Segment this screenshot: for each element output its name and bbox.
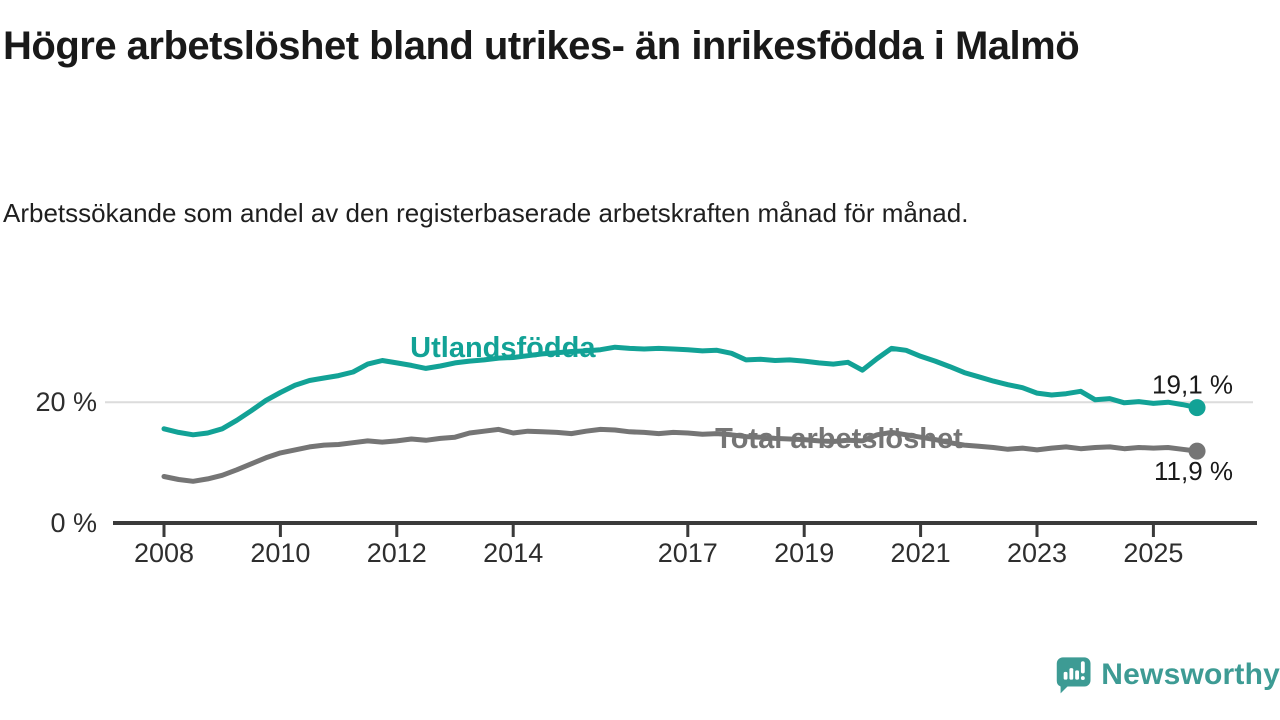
brand-name: Newsworthy: [1101, 658, 1280, 691]
series-end-dot-total: [1188, 442, 1206, 460]
x-axis-label-2008: 2008: [134, 538, 194, 568]
series-end-dot-utlandsfodda: [1188, 399, 1206, 417]
x-axis-label-2021: 2021: [891, 538, 951, 568]
series-label-utlandsfodda: Utlandsfödda: [410, 332, 596, 364]
x-axis-label-2014: 2014: [483, 538, 543, 568]
brand-footer: Newsworthy: [1056, 649, 1280, 701]
end-value-label-utlandsfodda: 19,1 %: [1152, 370, 1233, 400]
x-axis-label-2010: 2010: [250, 538, 310, 568]
x-axis-label-2025: 2025: [1123, 538, 1183, 568]
x-axis-label-2023: 2023: [1007, 538, 1067, 568]
x-axis-label-2012: 2012: [367, 538, 427, 568]
series-label-total: Total arbetslöshet: [715, 423, 963, 455]
y-axis-label-0: 0 %: [50, 508, 97, 538]
y-axis-label-20: 20 %: [35, 387, 97, 417]
x-axis-label-2019: 2019: [774, 538, 834, 568]
end-value-label-total: 11,9 %: [1154, 456, 1233, 486]
series-line-utlandsfodda: [161, 344, 1200, 438]
page-title: Högre arbetslöshet bland utrikes- än inr…: [3, 24, 1080, 68]
newsworthy-speech-bubble-chart-icon: [1056, 657, 1091, 694]
series-line-total: [161, 426, 1200, 484]
x-axis-label-2017: 2017: [658, 538, 718, 568]
chart-subtitle: Arbetssökande som andel av den registerb…: [3, 198, 969, 228]
